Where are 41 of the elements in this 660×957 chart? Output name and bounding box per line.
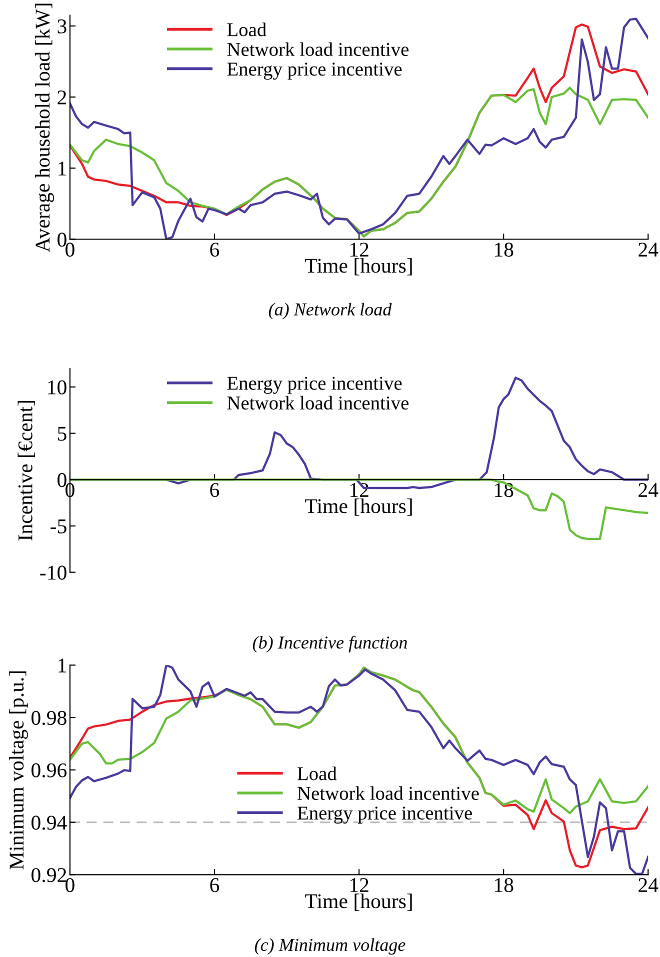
x-tick-label: 6 [210, 483, 220, 498]
text: (a) Network load [268, 302, 392, 320]
y-tick-label: 0 [58, 232, 66, 247]
x-tick-label: 18 [494, 242, 514, 257]
x-tick-label: 18 [494, 878, 514, 892]
legend-label: Network load incentive [227, 396, 409, 410]
y-axis-title: Minimum voltage [p.u.] [8, 671, 28, 870]
x-tick-label: 12 [350, 242, 368, 256]
y-tick-label: 0.92 [32, 868, 66, 882]
y-tick-label: 5 [58, 426, 66, 441]
legend-label: Network load incentive [227, 42, 409, 56]
legend-label: Energy price incentive [227, 62, 402, 80]
x-tick-label: 24 [638, 878, 658, 892]
y-tick-label: 0.94 [32, 816, 67, 830]
x-tick-label: 6 [210, 242, 220, 257]
y-tick-label: 1 [58, 162, 66, 176]
text: (b) Incentive function [252, 636, 407, 652]
y-tick-label: 3 [58, 19, 66, 34]
text: (c) Minimum voltage [254, 938, 406, 955]
y-tick-label: 2 [58, 90, 66, 104]
x-tick-label: 6 [210, 878, 220, 892]
legend-label: Energy price incentive [227, 376, 402, 394]
x-axis-title: Time [hours] [305, 498, 412, 516]
legend-label: Load [227, 22, 266, 36]
y-axis-title: Average household load [kW] [35, 4, 54, 252]
legend-label: Network load incentive [298, 786, 479, 800]
y-axis-title: Incentive [€cent] [18, 401, 35, 540]
y-tick-label: 10 [48, 380, 66, 394]
x-tick-label: 24 [638, 483, 658, 497]
x-tick-label: 12 [350, 878, 368, 892]
y-tick-label: 1 [58, 658, 66, 672]
y-tick-label: 0.96 [32, 763, 67, 778]
y-tick-label: -5 [50, 520, 66, 534]
x-axis-title: Time [hours] [305, 894, 412, 911]
y-tick-label: 0 [58, 473, 66, 488]
x-tick-label: 24 [638, 242, 658, 256]
legend-label: Load [298, 766, 337, 780]
y-tick-label: -10 [40, 566, 66, 580]
legend-label: Energy price incentive [298, 806, 472, 824]
x-axis-title: Time [hours] [305, 258, 412, 276]
y-tick-label: 0.98 [32, 710, 66, 726]
